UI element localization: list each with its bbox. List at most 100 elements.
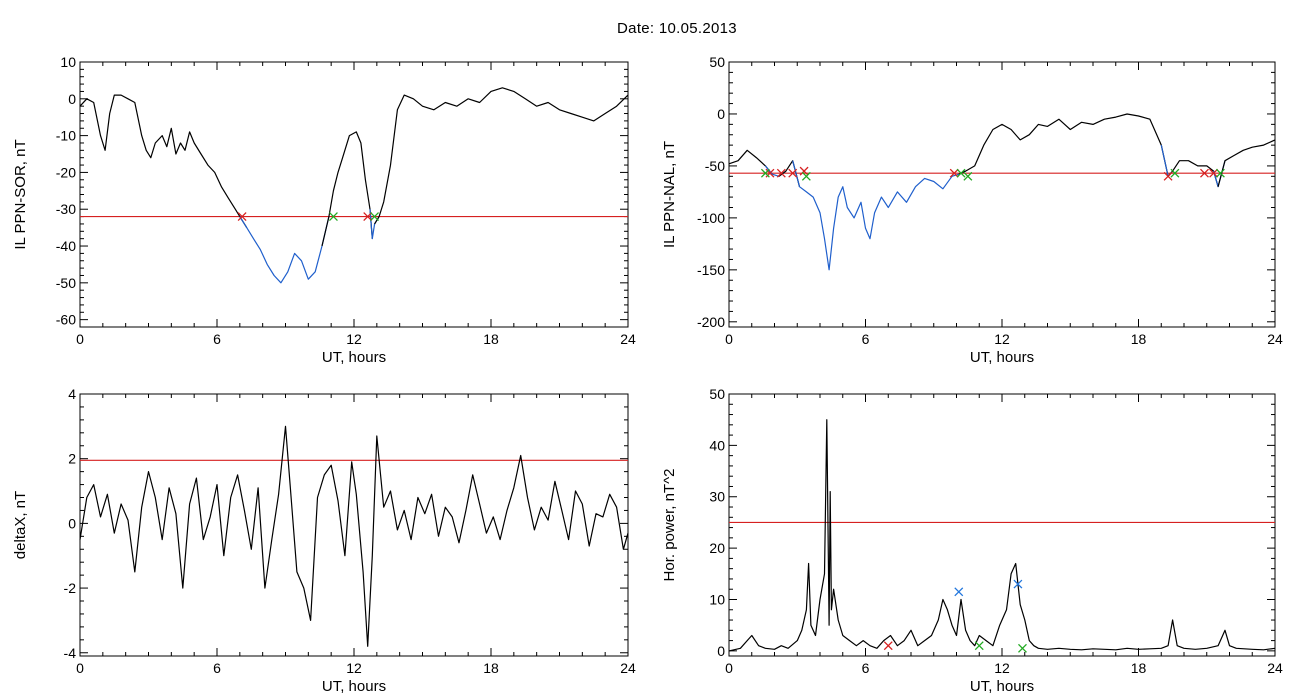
y-tick-label: -60: [56, 312, 76, 328]
chart-il-ppn-sor: 0 6 12 18 24 10 0 -10 -20 -30 -40 -50 -60 UT, hours IL…: [12, 54, 636, 366]
chart-deltax: 0 6 12 18 24 4 2 0 -2 -4 UT, hours deltaX, nT: [12, 386, 636, 695]
event-marker-blue: [1013, 579, 1023, 589]
y-tick-label: -50: [705, 158, 725, 174]
y-tick-label: 50: [709, 386, 725, 402]
y-tick-label: 20: [709, 540, 725, 556]
y-axis-label: Hor. power, nT^2: [661, 469, 678, 582]
marker-stroke: [363, 212, 373, 222]
y-tick-label: -150: [697, 262, 725, 278]
marker-stroke: [799, 166, 809, 176]
x-tick-label: 0: [725, 331, 733, 347]
event-marker-red: [1163, 171, 1173, 181]
plot-frame: [79, 61, 629, 328]
x-tick-label: 6: [213, 331, 221, 347]
y-tick-label: -4: [64, 645, 77, 661]
event-marker-green: [1018, 643, 1027, 653]
series-line-highlight: [239, 216, 330, 284]
event-marker-green: [963, 171, 973, 181]
marker-stroke: [1200, 168, 1209, 178]
series-line: [958, 113, 1169, 177]
y-tick-label: 40: [709, 437, 725, 453]
y-tick-label: 0: [68, 515, 76, 531]
event-marker-red: [949, 168, 959, 178]
y-tick-label: -30: [56, 201, 76, 217]
y-tick-label: -2: [64, 580, 77, 596]
x-tick-label: 12: [346, 331, 362, 347]
event-marker-blue: [954, 587, 964, 597]
x-tick-label: 6: [862, 331, 870, 347]
y-axis-label: IL PPN-SOR, nT: [12, 139, 29, 249]
y-tick-label: -20: [56, 164, 76, 180]
x-tick-label: 0: [76, 660, 84, 676]
event-marker-green: [801, 171, 811, 181]
series-line: [728, 419, 1276, 652]
marker-stroke: [370, 212, 380, 222]
x-tick-label: 6: [862, 660, 870, 676]
event-marker-green: [974, 641, 984, 651]
y-tick-label: 50: [709, 54, 725, 70]
marker-stroke: [956, 168, 966, 178]
marker-stroke: [776, 168, 786, 178]
x-axis-label: UT, hours: [970, 349, 1034, 366]
x-tick-label: 12: [346, 660, 362, 676]
series-line: [1167, 160, 1219, 187]
event-marker-red: [363, 212, 373, 222]
y-tick-label: 10: [709, 591, 725, 607]
event-marker-green: [1215, 168, 1225, 178]
y-tick-label: -100: [697, 210, 725, 226]
x-tick-label: 6: [213, 660, 221, 676]
series-line: [79, 425, 629, 647]
x-tick-label: 24: [620, 660, 636, 676]
x-tick-label: 24: [1267, 660, 1283, 676]
y-tick-label: 30: [709, 489, 725, 505]
series-line-highlight: [1160, 144, 1174, 177]
event-marker-green: [1170, 168, 1180, 178]
series-line: [374, 87, 629, 225]
y-tick-label: 0: [717, 643, 725, 659]
y-tick-label: 0: [717, 106, 725, 122]
event-marker-red: [1200, 168, 1209, 178]
series-line-highlight: [792, 160, 966, 271]
marker-stroke: [1013, 579, 1023, 589]
marker-stroke: [954, 587, 964, 597]
event-marker-green: [760, 168, 770, 178]
event-marker-red: [776, 168, 786, 178]
page-title: Date: 10.05.2013: [617, 20, 737, 37]
x-axis-label: UT, hours: [970, 678, 1034, 695]
marker-stroke: [974, 641, 984, 651]
series-line: [728, 149, 773, 175]
marker-stroke: [1170, 168, 1180, 178]
x-axis-label: UT, hours: [322, 678, 386, 695]
x-tick-label: 0: [76, 331, 84, 347]
x-axis-label: UT, hours: [322, 349, 386, 366]
marker-stroke: [801, 171, 811, 181]
x-tick-label: 12: [994, 660, 1010, 676]
y-tick-label: 4: [68, 386, 76, 402]
marker-stroke: [963, 171, 973, 181]
x-tick-label: 0: [725, 660, 733, 676]
event-marker-green: [328, 212, 338, 222]
plot-frame: [79, 393, 629, 657]
y-tick-label: 0: [68, 91, 76, 107]
x-tick-label: 18: [1131, 331, 1147, 347]
marker-stroke: [1018, 643, 1027, 653]
y-tick-label: -200: [697, 314, 725, 330]
chart-hor-power: 0 6 12 18 24 50 40 30 20 10 0 UT, hours Hor. power, …: [661, 386, 1283, 695]
marker-stroke: [237, 212, 247, 222]
series-line: [321, 131, 373, 247]
event-marker-red: [883, 641, 893, 651]
event-marker-green: [370, 212, 380, 222]
marker-stroke: [788, 168, 798, 178]
x-tick-label: 24: [1267, 331, 1283, 347]
marker-stroke: [883, 641, 893, 651]
event-marker-red: [1209, 168, 1219, 178]
event-marker-red: [788, 168, 798, 178]
marker-stroke: [328, 212, 338, 222]
marker-stroke: [1163, 171, 1173, 181]
chart-il-ppn-nal: 0 6 12 18 24 50 0 -50 -100 -150 -200 UT, hours IL PP…: [661, 54, 1283, 366]
y-tick-label: 2: [68, 451, 76, 467]
y-tick-label: -10: [56, 128, 76, 144]
series-line: [1217, 139, 1276, 187]
y-tick-label: 10: [60, 54, 76, 70]
